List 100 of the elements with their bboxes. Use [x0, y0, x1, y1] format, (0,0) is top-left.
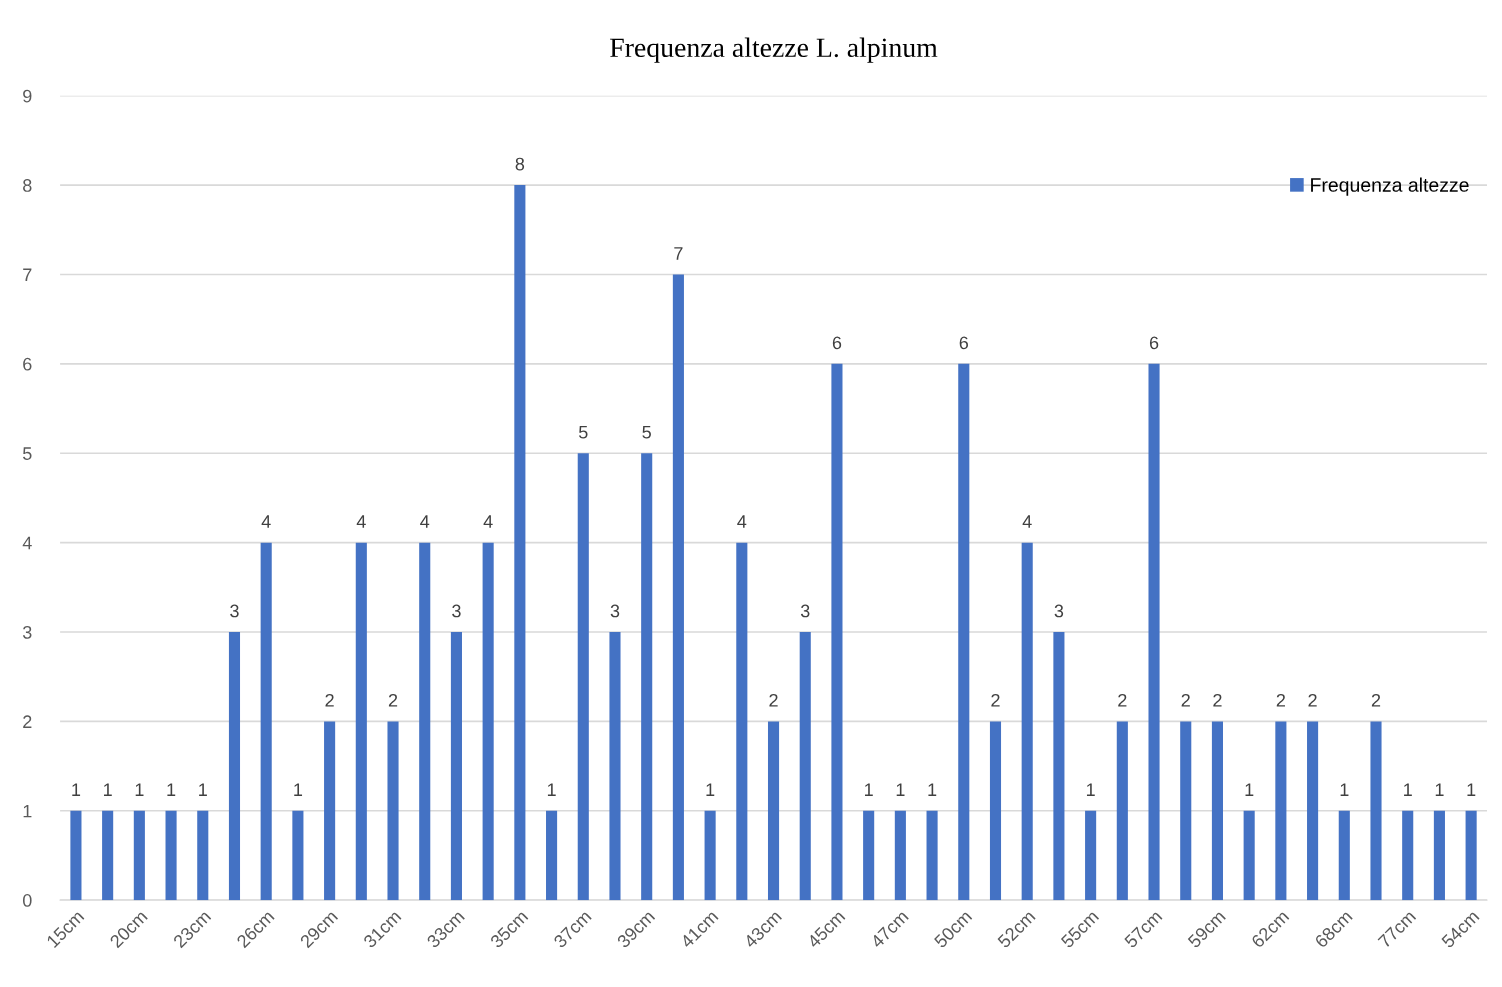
bar — [324, 721, 336, 901]
bar — [926, 810, 938, 901]
data-label: 5 — [578, 425, 588, 439]
y-tick-label: 5 — [22, 447, 32, 460]
bar — [989, 721, 1002, 901]
bar — [704, 810, 716, 901]
data-label: 2 — [1308, 693, 1317, 707]
bar — [577, 453, 589, 901]
data-label: 1 — [1245, 783, 1254, 796]
data-label: 2 — [1276, 693, 1285, 707]
bar — [609, 632, 621, 901]
data-label: 4 — [420, 515, 430, 528]
data-label: 1 — [167, 783, 176, 796]
data-label: 1 — [706, 783, 715, 796]
data-label: 1 — [104, 783, 112, 796]
bar — [1465, 810, 1477, 901]
bar — [736, 542, 748, 901]
bar — [1243, 810, 1255, 901]
bar — [1338, 810, 1350, 901]
data-label: 6 — [832, 336, 842, 350]
data-label: 1 — [1340, 783, 1349, 796]
y-tick-label: 1 — [23, 804, 32, 818]
data-label: 2 — [769, 693, 778, 707]
y-tick-label: 3 — [22, 625, 32, 639]
bar — [1021, 542, 1033, 901]
data-label: 4 — [737, 515, 747, 528]
bar — [165, 810, 177, 901]
data-label: 8 — [515, 157, 525, 171]
bar — [894, 810, 906, 901]
bar — [1180, 721, 1192, 901]
bar — [1307, 721, 1319, 901]
data-label: 2 — [1118, 693, 1127, 707]
legend-label: Frequenza altezze — [1311, 177, 1469, 196]
data-label: 2 — [1371, 693, 1381, 707]
data-label: 1 — [72, 783, 81, 796]
data-label: 6 — [959, 336, 969, 350]
data-label: 1 — [865, 783, 873, 796]
data-label: 4 — [1022, 515, 1032, 528]
bar — [672, 274, 684, 901]
data-label: 1 — [896, 783, 905, 796]
bar — [1433, 810, 1445, 901]
bar — [1370, 721, 1382, 901]
bar — [419, 542, 431, 901]
data-label: 1 — [199, 783, 207, 796]
bar — [514, 185, 526, 901]
bar — [641, 453, 653, 901]
data-label: 6 — [1149, 336, 1159, 350]
y-tick-label: 4 — [22, 536, 32, 550]
bar — [767, 721, 780, 901]
data-label: 2 — [388, 693, 398, 707]
data-label: 4 — [356, 515, 366, 528]
y-tick-label: 6 — [23, 357, 32, 371]
bar — [450, 632, 462, 901]
bar — [1275, 721, 1287, 901]
bar — [546, 810, 558, 901]
bar — [1402, 810, 1414, 901]
data-label: 1 — [1086, 783, 1095, 796]
bar — [799, 632, 811, 901]
data-label: 3 — [800, 604, 810, 618]
data-label: 3 — [610, 604, 620, 618]
data-label: 2 — [1181, 693, 1190, 707]
data-label: 1 — [928, 783, 937, 796]
bar — [197, 810, 209, 901]
bar — [958, 363, 970, 901]
bar — [831, 363, 843, 901]
y-tick-label: 0 — [22, 894, 32, 907]
bar — [482, 542, 494, 901]
data-label: 3 — [230, 604, 239, 618]
chart-title: Frequenza altezze L. alpinum — [610, 37, 938, 63]
data-label: 1 — [1467, 783, 1476, 796]
data-label: 2 — [1213, 693, 1222, 707]
data-label: 1 — [1435, 783, 1444, 796]
data-label: 4 — [261, 515, 271, 528]
data-label: 7 — [674, 247, 683, 260]
bar — [1116, 721, 1128, 901]
data-label: 2 — [991, 693, 1000, 707]
data-label: 4 — [483, 515, 493, 528]
data-label: 3 — [452, 604, 461, 618]
bar — [102, 810, 114, 901]
data-label: 2 — [325, 693, 334, 707]
bar — [1211, 721, 1223, 901]
data-label: 3 — [1054, 604, 1064, 618]
data-label: 1 — [135, 783, 144, 796]
bar — [260, 542, 272, 901]
data-label: 5 — [642, 425, 651, 439]
bar — [1148, 363, 1160, 901]
bar — [228, 632, 241, 901]
bar — [70, 810, 82, 901]
bar — [355, 542, 367, 901]
bar — [863, 810, 875, 901]
bar — [387, 721, 399, 901]
y-tick-label: 9 — [23, 89, 32, 103]
y-tick-label: 2 — [23, 715, 32, 728]
bar — [1085, 810, 1097, 901]
data-label: 1 — [547, 783, 556, 796]
bar — [133, 810, 145, 901]
y-tick-label: 8 — [23, 179, 32, 192]
bar — [1053, 632, 1065, 901]
y-tick-label: 7 — [23, 268, 32, 282]
data-label: 1 — [1404, 783, 1412, 796]
